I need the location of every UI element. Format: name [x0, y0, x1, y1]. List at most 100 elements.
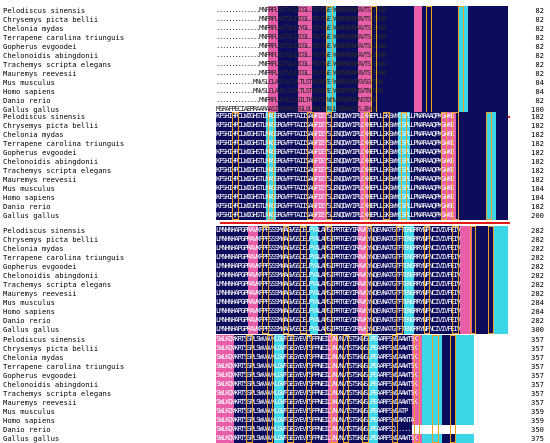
sequence-row: KFSHIHRCLWIGHSTLMASSRGVFFTAIISAGFIEYSLEN… — [0, 130, 550, 139]
species-name: Chrysemys picta bellii — [3, 235, 98, 244]
sequence-residues: KFSHIHRCLWIGHSTLMASSRGVFFTAIISAGFIEYSLEN… — [216, 121, 508, 130]
sequence-row: SWLKQVKRTSSPLSWVAVKLGVPGEGYEVTSFPNEILVNV… — [0, 416, 550, 425]
residue-position: 182 — [520, 166, 544, 175]
sequence-residues: KFSHIHRCLWIGHSTLMASSRGVFFTAIISAGFIEYSLEN… — [216, 202, 508, 211]
residue-position: 182 — [520, 121, 544, 130]
species-name: Pelodiscus sinensis — [3, 112, 85, 121]
species-name: Gopherus evgoodei — [3, 262, 77, 271]
residue-position: 82 — [520, 60, 544, 69]
conserved-column-frame — [307, 112, 314, 220]
sequence-residues: LMNHNHAPGPRAVKRPFSSSMWAGVGSCELPYALAMSIPR… — [216, 235, 508, 244]
alignment-block-4: SWLKQVKRTSSPLSWVAVKLGVPGEGYEVTSFPNEILVNV… — [0, 335, 550, 443]
species-name: Mus musculus — [3, 298, 55, 307]
residue-position: 300 — [520, 325, 544, 334]
sequence-row: LMNHNHAPGPRAVKRPFSSSMWAGVGSCELPYALAMSIPR… — [0, 271, 550, 280]
sequence-row: LMNHNHAPGPRAVKRPFSSSMWAGVGSCELPYALAMSIPR… — [0, 289, 550, 298]
sequence-residues: KFSHIHRCLWIGHSTLMASSRGVFFTAIISAGFIEYSLEN… — [216, 157, 508, 166]
conserved-column-frame — [371, 6, 377, 114]
residue-position: 282 — [520, 280, 544, 289]
sequence-residues: ..............MNFRFLAITVLIICGL.TEVTAE.WN… — [216, 15, 508, 24]
conserved-column-frame — [452, 226, 459, 334]
sequence-row: ..............MNFRFLAITVLIICGL.TEVTAE.WN… — [0, 33, 550, 42]
species-name: Mauremys reevesii — [3, 289, 77, 298]
species-name: Gallus gallus — [3, 325, 59, 334]
conserved-column-frame — [364, 112, 370, 220]
sequence-row: SWLKQVKRTSSPLSWVAVKLGVPGEGYEVTSFPNEILVNV… — [0, 434, 550, 443]
residue-position: 182 — [520, 130, 544, 139]
species-name: Chelonoidis abingdonii — [3, 51, 98, 60]
sequence-residues: KFSHIHRCLWIGHSTLMASSRGVFFTAIISAGFIEYSLEN… — [216, 166, 508, 175]
sequence-row: ..............MNFRFLAITVLIICGL.TEVTAE.WN… — [0, 6, 550, 15]
residue-position: 375 — [520, 434, 544, 443]
species-name: Chrysemys picta bellii — [3, 15, 98, 24]
residue-position: 357 — [520, 371, 544, 380]
sequence-row: KFSHIHRCLWIGHSTLMASSRGVFFTAIISAGFIEYSLEN… — [0, 139, 550, 148]
residue-position: 357 — [520, 380, 544, 389]
residue-position: 84 — [520, 78, 544, 87]
sequence-row: ..............MNFRFLAITVLIICGL.TEVTAE.WN… — [0, 15, 550, 24]
sequence-residues: KFSHIHRCLWIGHSTLMASSRGVFFTAIISAGFIEYSLEN… — [216, 175, 508, 184]
species-name: Gopherus evgoodei — [3, 148, 77, 157]
sequence-row: ..............MNFRFLAITVLIICGL.TEVTAE.WN… — [0, 60, 550, 69]
sequence-row: LMNHNHAPGPRAVKRPFSSSMWAGVGSCELPYALAMSIPR… — [0, 244, 550, 253]
residue-position: 182 — [520, 112, 544, 121]
residue-position: 200 — [520, 211, 544, 220]
alignment-block-1: ..............MNFRFLAITVLIICGL.TEVTAE.WN… — [0, 6, 550, 114]
species-name: Trachemys scripta elegans — [3, 280, 111, 289]
conserved-column-frame — [396, 226, 403, 334]
sequence-row: LMNHNHAPGPRAVKRPFSSSMWAGVGSCELPYALAMSIPR… — [0, 235, 550, 244]
species-name: Chelonia mydas — [3, 244, 64, 253]
sequence-residues: ..............MNFRFLAVTVLIIYGL.TEVTAE.WN… — [216, 24, 508, 33]
species-name: Chelonia mydas — [3, 130, 64, 139]
sequence-residues: LMNHNHAPGPRAVKRPFSSSMWAGVGSCELPYALAMSIPR… — [216, 271, 508, 280]
species-name: Danio rerio — [3, 202, 51, 211]
sequence-residues: LMNHNHAPGPRAVKRPFSSSMWAGVGSCELPYALAMSIPR… — [216, 298, 508, 307]
residue-position: 282 — [520, 226, 544, 235]
sequence-residues: KFSHIHRCLWIGHSTLMASSRGVFFTAIISAGFIEYSLEN… — [216, 184, 508, 193]
sequence-row: SWLKQVKRTSSPLSWVAVKLGVPGEGYEVTSFPNEILVNV… — [0, 362, 550, 371]
residue-position: 282 — [520, 271, 544, 280]
residue-position: 357 — [520, 353, 544, 362]
sequence-row: SWLKQVKRTSSPLSWVAVKLGVPGEGYEVTSFPNEILVNV… — [0, 371, 550, 380]
residue-position: 282 — [520, 253, 544, 262]
species-name: Danio rerio — [3, 316, 51, 325]
species-name: Chrysemys picta bellii — [3, 121, 98, 130]
sequence-residues: KFSHIHRCLWIGHSTLMASSRGVFFTAIISAGFIEYSLEN… — [216, 148, 508, 157]
species-name: Chelonia mydas — [3, 353, 64, 362]
species-name: Mus musculus — [3, 407, 55, 416]
sequence-residues: LMNHNHAPGPRAVKRPFSSSMWAGVGSCELPYALAMSIPR… — [216, 226, 508, 235]
sequence-residues: LMNHNHAPGPRAVKRPFSSSMWAGVGSCELPYALAMSIPR… — [216, 307, 508, 316]
sequence-row: KFSHIHRCLWIGHSTLMASSRGVFFTAIISAGFIEYSLEN… — [0, 157, 550, 166]
alignment-figure: ..............MNFRFLAITVLIICGL.TEVTAE.WN… — [0, 0, 550, 433]
residue-position: 182 — [520, 202, 544, 211]
residue-position: 282 — [520, 235, 544, 244]
conserved-column-frame — [287, 335, 294, 443]
sequence-row: KFSHIHRCLWIGHSTLMASSRGVFFTAIISAGFIEYSLEN… — [0, 175, 550, 184]
species-name: Mauremys reevesii — [3, 69, 77, 78]
species-name: Mus musculus — [3, 78, 55, 87]
residue-position: 184 — [520, 193, 544, 202]
conserved-column-frame — [452, 112, 459, 220]
sequence-row: ............MNVSLCLAVLLLSVLTLSTKVAATE.WN… — [0, 78, 550, 87]
species-name: Gopherus evgoodei — [3, 371, 77, 380]
residue-position: 359 — [520, 407, 544, 416]
sequence-residues: KFSHIHRCLWIGHSTLMASSRGVFFTAIISAGFIEYSLEN… — [216, 211, 508, 220]
residue-position: 184 — [520, 184, 544, 193]
species-name: Mauremys reevesii — [3, 398, 77, 407]
sequence-row: SWLKQVKRTSSPLSWVAVKLGVPGEGYEVTSFPNEILVNV… — [0, 353, 550, 362]
conserved-column-frame — [343, 335, 349, 443]
sequence-row: LMNHNHAPGPRAVKRPFSSSMWAGVGSCELPYALAMSIPR… — [0, 262, 550, 271]
conserved-column-frame — [470, 226, 476, 334]
residue-position: 284 — [520, 307, 544, 316]
residue-position: 182 — [520, 157, 544, 166]
residue-position: 84 — [520, 87, 544, 96]
residue-position: 82 — [520, 33, 544, 42]
sequence-row: KFSHIHRCLWIGHSTLMASSRGVFFTAIISAGFIEYSLEN… — [0, 202, 550, 211]
conserved-column-frame — [441, 112, 447, 220]
residue-position: 357 — [520, 362, 544, 371]
species-name: Homo sapiens — [3, 87, 55, 96]
species-name: Chelonoidis abingdonii — [3, 157, 98, 166]
conserved-column-frame — [326, 6, 333, 114]
sequence-row: ..............MNFRFLAITVLIICGL.TEVTAE.WN… — [0, 51, 550, 60]
conserved-column-frame — [306, 335, 312, 443]
